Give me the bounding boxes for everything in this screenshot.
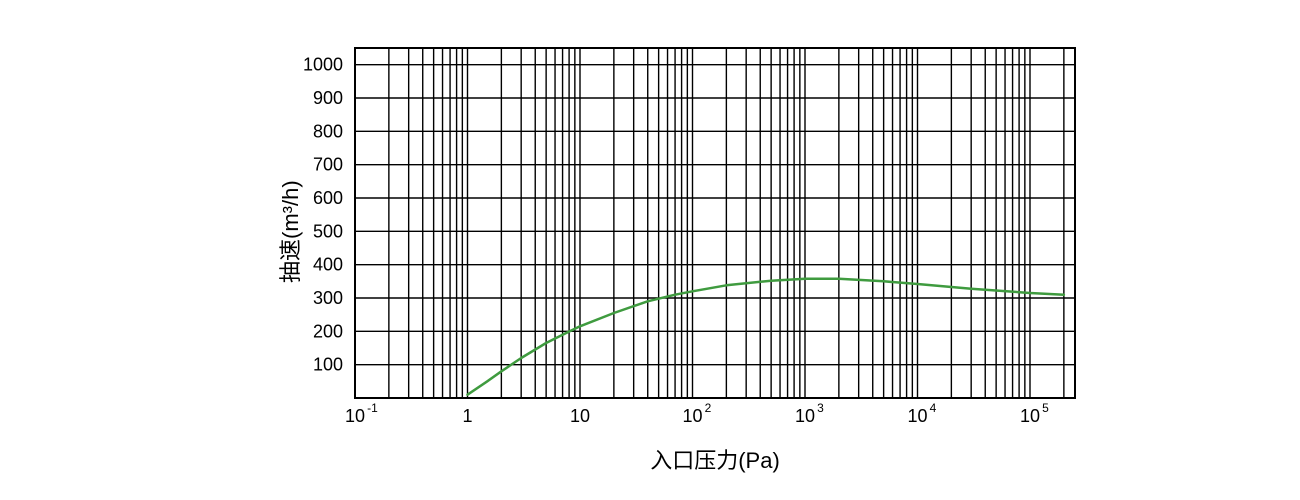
svg-text:4: 4 xyxy=(930,401,937,415)
svg-text:500: 500 xyxy=(313,221,343,241)
svg-text:10: 10 xyxy=(570,406,590,426)
svg-text:800: 800 xyxy=(313,121,343,141)
svg-text:10: 10 xyxy=(907,406,927,426)
chart-svg: 100200300400500600700800900100010-111010… xyxy=(0,0,1300,500)
svg-text:5: 5 xyxy=(1042,401,1049,415)
svg-text:900: 900 xyxy=(313,88,343,108)
svg-text:1000: 1000 xyxy=(303,55,343,75)
svg-text:10: 10 xyxy=(345,406,365,426)
svg-text:300: 300 xyxy=(313,288,343,308)
pumping-speed-chart: 100200300400500600700800900100010-111010… xyxy=(0,0,1300,500)
svg-text:100: 100 xyxy=(313,355,343,375)
svg-text:10: 10 xyxy=(1020,406,1040,426)
svg-text:700: 700 xyxy=(313,155,343,175)
svg-text:1: 1 xyxy=(462,406,472,426)
svg-text:10: 10 xyxy=(682,406,702,426)
svg-text:3: 3 xyxy=(817,401,824,415)
svg-text:200: 200 xyxy=(313,321,343,341)
y-axis-label: 抽速(m³/h) xyxy=(273,180,305,283)
svg-text:600: 600 xyxy=(313,188,343,208)
svg-text:-1: -1 xyxy=(367,401,378,415)
svg-text:10: 10 xyxy=(795,406,815,426)
svg-text:400: 400 xyxy=(313,255,343,275)
x-axis-label: 入口压力(Pa) xyxy=(565,443,865,475)
svg-text:2: 2 xyxy=(705,401,712,415)
